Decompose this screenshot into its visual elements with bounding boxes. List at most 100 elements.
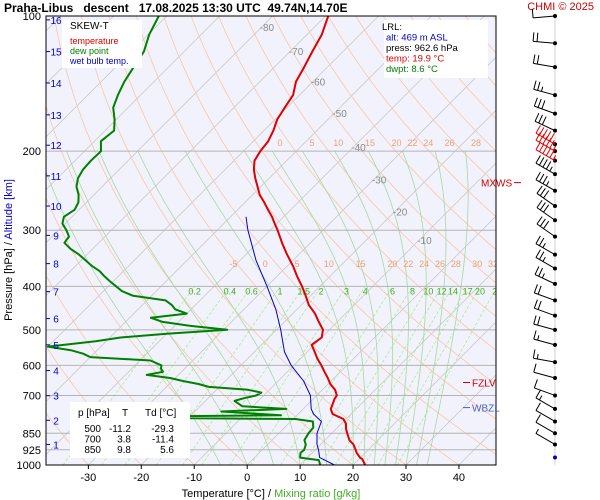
x-tick-label: 40: [453, 472, 465, 484]
altitude-tick-label: 6: [53, 315, 59, 326]
wind-barb: [536, 199, 557, 223]
altitude-tick-label: 12: [50, 141, 62, 152]
wind-barb: [535, 389, 557, 411]
wind-barb: [533, 315, 557, 332]
pressure-tick-label: 850: [23, 428, 41, 440]
isotherm-label: -40: [351, 143, 366, 154]
mixing-ratio-line: [250, 286, 366, 465]
isotherm-label: -80: [260, 23, 275, 34]
isotherm-line: [46, 16, 379, 350]
lrl-line: LRL:: [382, 22, 402, 33]
chart-series: [46, 16, 367, 465]
y-axis-label: Pressure [hPa] / Altitude [km]: [3, 179, 15, 321]
x-tick-label: -20: [133, 472, 149, 484]
isotherm-label: -70: [289, 47, 304, 58]
isotherm-line: [352, 321, 496, 465]
wind-barb: [532, 32, 557, 46]
legend-entry: wet bulb temp.: [69, 56, 129, 66]
table-header: p [hPa]: [78, 408, 110, 419]
pressure-tick-label: 700: [23, 390, 41, 402]
altitude-tick-label: 16: [50, 16, 62, 27]
table-cell: -11.4: [152, 435, 174, 446]
mixing-ratio-label: 25: [492, 286, 502, 296]
adiabat-label: 20: [387, 259, 397, 269]
dry-adiabat-line: [492, 16, 496, 21]
mixing-ratio-line: [229, 286, 347, 465]
lrl-line: alt: 469 m ASL: [386, 33, 448, 44]
isotherm-line: [299, 268, 496, 465]
pressure-tick-label: 400: [23, 281, 41, 293]
summary-table: [70, 402, 190, 458]
table-cell: 9.8: [117, 445, 131, 456]
isotherm-line: [46, 16, 485, 455]
wind-barb: [535, 125, 557, 147]
adiabat-label: 32: [488, 259, 498, 269]
table-header: T: [122, 408, 128, 419]
isotherm-line: [141, 109, 496, 465]
mixing-ratio-line: [347, 286, 454, 465]
adiabat-label: 24: [423, 138, 433, 148]
mixing-ratio-label: 10: [423, 286, 433, 296]
adiabat-label: 15: [356, 259, 366, 269]
dry-adiabat-line: [218, 16, 496, 351]
legend-entry: temperature: [70, 36, 119, 46]
altitude-tick-label: 3: [53, 392, 59, 403]
mixing-ratio-label: 17: [463, 286, 473, 296]
adiabat-label: 30: [472, 259, 482, 269]
mixing-ratio-label: 0.2: [188, 286, 201, 296]
chart-type-label: SKEW-T: [70, 21, 109, 32]
mixing-ratio-label: 1: [278, 286, 283, 296]
altitude-tick-label: 2: [53, 416, 59, 427]
lrl-line: temp: 19.9 °C: [386, 54, 444, 65]
series-dew-point: [46, 16, 322, 465]
dry-adiabat-line: [300, 16, 496, 251]
level-label: MXWS: [481, 179, 512, 190]
wind-barb: [533, 330, 557, 347]
wind-barb: [553, 455, 557, 460]
wind-barb: [535, 155, 557, 177]
adiabat-label: 26: [435, 259, 445, 269]
altitude-tick-label: 11: [51, 172, 62, 183]
mixing-ratio-label: 8: [410, 286, 415, 296]
pressure-tick-label: 500: [23, 325, 41, 337]
lrl-line: press: 962.6 hPa: [386, 43, 459, 54]
mixing-ratio-label: 6: [390, 286, 395, 296]
mixing-ratio-label: 12: [437, 286, 447, 296]
mixing-ratio-label: 0.6: [245, 286, 258, 296]
adiabat-label: 34: [504, 259, 514, 269]
adiabat-label: 30: [497, 138, 507, 148]
mixing-ratio-label: 2: [319, 286, 324, 296]
mixing-ratio-line: [280, 286, 393, 465]
wind-profile: [531, 8, 557, 465]
altitude-tick-label: 1: [53, 440, 59, 451]
copyright-label: CHMI © 2025: [527, 1, 594, 13]
x-tick-label: -30: [80, 472, 96, 484]
adiabat-label: 5: [295, 259, 300, 269]
mixing-ratio-label: 0.4: [224, 286, 237, 296]
dry-adiabat-line: [190, 16, 496, 385]
mixing-ratio-label: 20: [475, 286, 485, 296]
table-cell: 3.8: [117, 435, 131, 446]
adiabat-label: 22: [407, 138, 417, 148]
pressure-tick-label: 600: [23, 360, 41, 372]
isotherm-line: [46, 16, 432, 403]
isotherm-line: [46, 16, 273, 244]
isotherm-line: [405, 374, 496, 465]
mixing-ratio-label: 14: [448, 286, 458, 296]
adiabat-label: 10: [333, 138, 343, 148]
altitude-tick-label: 9: [53, 231, 59, 242]
altitude-tick-label: 13: [50, 111, 62, 122]
mixing-ratio-label: 4: [363, 286, 368, 296]
wind-barb: [533, 97, 557, 116]
isotherm-line: [88, 56, 496, 465]
table-cell: 850: [84, 445, 101, 456]
wind-barb: [536, 216, 557, 239]
series-temperature: [252, 16, 367, 465]
x-tick-label: 10: [294, 472, 306, 484]
x-tick-label: 30: [400, 472, 412, 484]
mixing-ratio-line: [201, 286, 322, 465]
altitude-tick-label: 8: [53, 260, 59, 271]
pressure-tick-label: 925: [23, 445, 41, 457]
wind-barb: [532, 349, 557, 365]
plot-frame: [45, 15, 497, 466]
